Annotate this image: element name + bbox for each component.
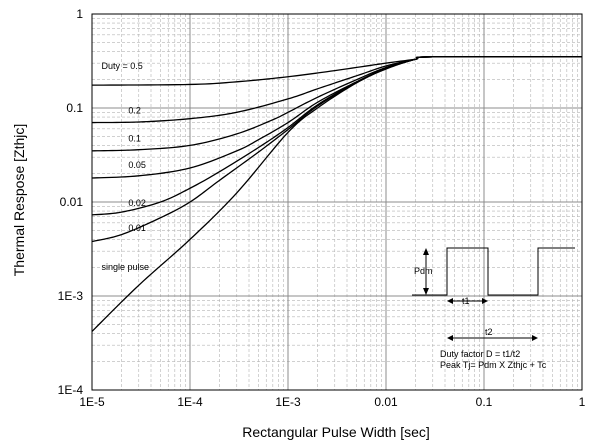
- y-tick-label: 0.01: [60, 195, 84, 209]
- t2-label: t2: [485, 327, 493, 337]
- t1-arrow-head-left: [447, 298, 453, 304]
- x-tick-label: 1: [579, 395, 586, 409]
- y-tick-label: 1E-4: [58, 383, 84, 397]
- t1-arrow-head-right: [482, 298, 488, 304]
- peak-tj-text: Peak Tj= Pdm X Zthjc + Tc: [440, 360, 547, 370]
- series-line: [91, 56, 583, 86]
- y-tick-label: 0.1: [66, 101, 83, 115]
- pdm-arrow-head-down: [423, 288, 429, 295]
- x-tick-label: 1E-5: [79, 395, 105, 409]
- x-axis-title: Rectangular Pulse Width [sec]: [242, 424, 430, 440]
- x-tick-label: 1E-4: [177, 395, 203, 409]
- t2-arrow-head-right: [532, 335, 538, 341]
- y-tick-label: 1: [76, 7, 83, 21]
- tick-labels: 1E-5 1E-4 1E-3 0.01 0.1 11E-41E-30.010.11: [58, 7, 586, 409]
- pdm-label: Pdm: [414, 266, 433, 276]
- t2-arrow-head-left: [447, 335, 453, 341]
- plot-frame: [91, 13, 583, 391]
- series-labels: Duty = 0.5 0.2 0.1 0.05 0.02 0.01 single pulse: [101, 61, 149, 272]
- series-label: 0.02: [128, 198, 146, 208]
- pdm-arrow-head-up: [423, 248, 429, 255]
- pulse-inset: Pdm t1 t2 Duty factor D = t1/t2 Peak Tj=…: [412, 247, 575, 370]
- y-tick-label: 1E-3: [58, 289, 84, 303]
- series-line: [91, 56, 583, 124]
- series-label: single pulse: [101, 262, 149, 272]
- series-label: Duty = 0.5: [101, 61, 142, 71]
- series-line: [91, 56, 583, 216]
- pulse-waveform: [412, 247, 575, 296]
- duty-factor-text: Duty factor D = t1/t2: [440, 349, 520, 359]
- series-group: [91, 56, 583, 332]
- x-tick-label: 1E-3: [275, 395, 301, 409]
- x-tick-label: 0.1: [476, 395, 493, 409]
- series-label: 0.05: [128, 160, 146, 170]
- t1-label: t1: [462, 296, 470, 306]
- x-tick-label: 0.01: [374, 395, 398, 409]
- series-label: 0.1: [128, 134, 141, 144]
- series-label: 0.2: [128, 106, 141, 116]
- series-label: 0.01: [128, 223, 146, 233]
- y-axis-title: Thermal Respose [Zthjc]: [11, 124, 27, 277]
- series-line: [91, 56, 583, 332]
